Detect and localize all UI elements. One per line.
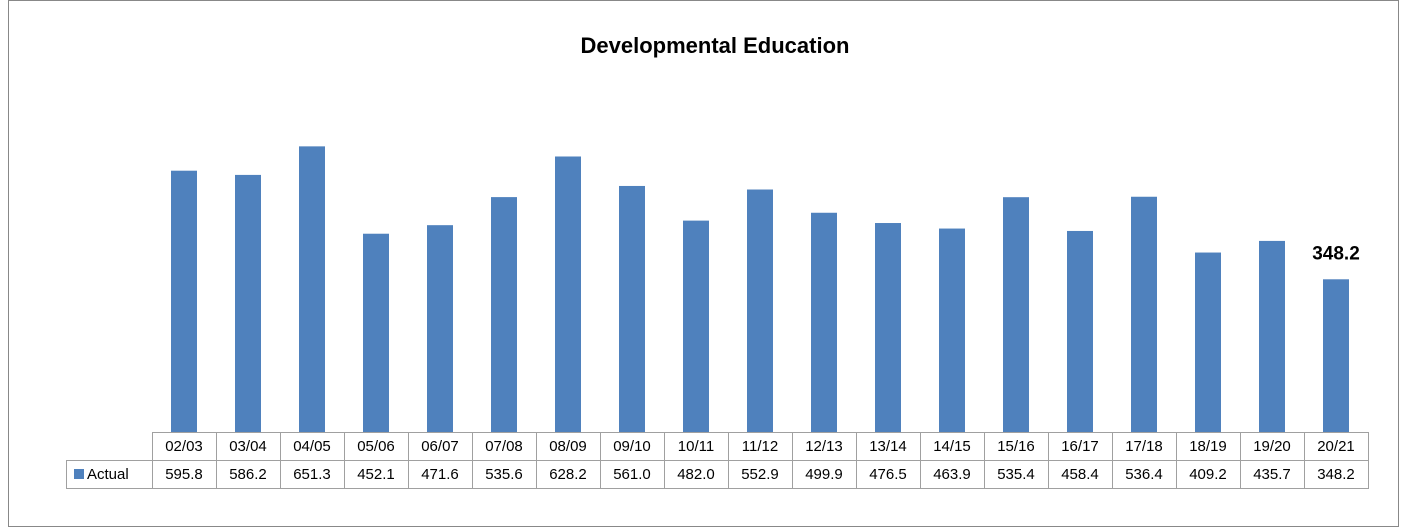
data-label: 348.2	[1312, 243, 1360, 264]
x-tick-label: 11/12	[742, 438, 778, 455]
x-tick-label: 02/03	[165, 438, 203, 455]
x-tick-label: 07/08	[485, 438, 523, 455]
bar	[939, 228, 965, 432]
legend-label: Actual	[87, 466, 129, 483]
table-value: 409.2	[1189, 466, 1227, 483]
table-value: 476.5	[869, 466, 907, 483]
x-tick-label: 15/16	[997, 438, 1035, 455]
table-value: 651.3	[293, 466, 331, 483]
bar	[555, 156, 581, 432]
table-value: 452.1	[357, 466, 395, 483]
table-value: 471.6	[421, 466, 459, 483]
bar	[1131, 196, 1157, 432]
x-tick-label: 10/11	[678, 438, 714, 455]
bar	[171, 170, 197, 432]
x-tick-label: 08/09	[549, 438, 587, 455]
table-value: 552.9	[741, 466, 779, 483]
bar	[619, 185, 645, 432]
x-tick-label: 09/10	[613, 438, 651, 455]
x-tick-label: 04/05	[293, 438, 331, 455]
x-tick-label: 14/15	[933, 438, 971, 455]
table-value: 628.2	[549, 466, 587, 483]
bar	[811, 212, 837, 432]
bar	[1259, 240, 1285, 432]
bar	[491, 197, 517, 432]
x-tick-label: 19/20	[1253, 438, 1291, 455]
x-tick-label: 05/06	[357, 438, 395, 455]
table-value: 536.4	[1125, 466, 1163, 483]
table-value: 561.0	[613, 466, 651, 483]
bar	[235, 174, 261, 432]
bar	[747, 189, 773, 432]
x-tick-label: 12/13	[805, 438, 843, 455]
chart-title: Developmental Education	[581, 33, 850, 58]
bar	[1323, 279, 1349, 432]
x-tick-label: 13/14	[869, 438, 907, 455]
bar	[1003, 197, 1029, 432]
table-value: 499.9	[805, 466, 843, 483]
table-value: 458.4	[1061, 466, 1099, 483]
bar	[875, 223, 901, 432]
table-value: 586.2	[229, 466, 267, 483]
x-tick-label: 17/18	[1125, 438, 1163, 455]
x-tick-label: 20/21	[1317, 438, 1355, 455]
legend-swatch	[74, 469, 84, 479]
x-tick-label: 16/17	[1061, 438, 1099, 455]
bar	[1195, 252, 1221, 432]
table-value: 463.9	[933, 466, 971, 483]
table-value: 535.6	[485, 466, 523, 483]
x-tick-label: 06/07	[421, 438, 459, 455]
bar	[299, 146, 325, 432]
table-value: 535.4	[997, 466, 1035, 483]
table-value: 482.0	[677, 466, 715, 483]
table-value: 348.2	[1317, 466, 1355, 483]
x-tick-label: 18/19	[1189, 438, 1227, 455]
x-tick-label: 03/04	[229, 438, 267, 455]
bar	[363, 233, 389, 432]
bar	[683, 220, 709, 432]
table-value: 435.7	[1253, 466, 1291, 483]
table-value: 595.8	[165, 466, 203, 483]
table-cell	[66, 460, 1369, 489]
bar	[427, 225, 453, 432]
bar	[1067, 230, 1093, 432]
